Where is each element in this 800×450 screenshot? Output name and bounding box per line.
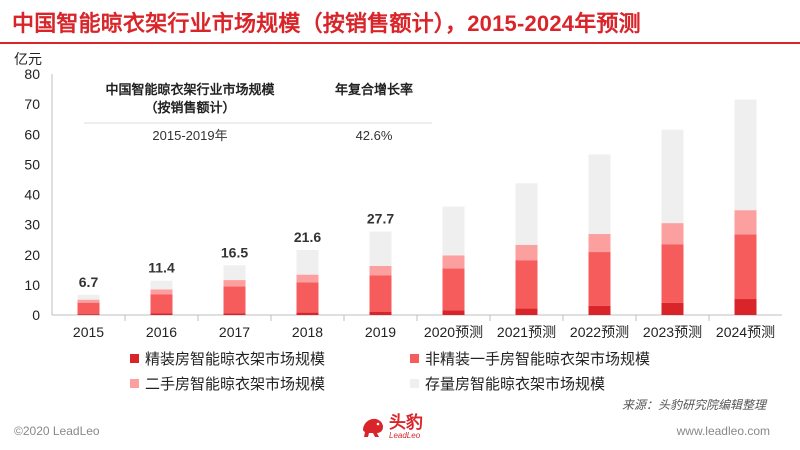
bar-segment-fitout bbox=[442, 310, 465, 315]
legend-label-existing: 存量房智能晾衣架市场规模 bbox=[425, 376, 606, 393]
bar-segment-fitout bbox=[661, 302, 684, 315]
x-tick-label: 2024预测 bbox=[716, 324, 775, 340]
x-tick-label: 2020预测 bbox=[424, 324, 483, 340]
bar-segment-existing bbox=[734, 99, 757, 211]
y-unit-label: 亿元 bbox=[14, 51, 42, 67]
copyright: ©2020 LeadLeo bbox=[14, 424, 100, 438]
bar-segment-secondhand bbox=[369, 265, 392, 276]
y-tick-label: 40 bbox=[24, 187, 40, 203]
x-tick-label: 2019 bbox=[365, 324, 396, 340]
legend-swatch-existing bbox=[410, 379, 419, 388]
bar-segment-new-nonfitout bbox=[442, 268, 465, 311]
bar-segment-fitout bbox=[369, 311, 392, 315]
y-tick-label: 70 bbox=[24, 96, 40, 112]
bar-segment-new-nonfitout bbox=[661, 244, 684, 303]
legend-item-secondhand: 二手房智能晾衣架市场规模 bbox=[130, 373, 325, 394]
title-underline bbox=[0, 42, 800, 44]
bar-segment-existing bbox=[369, 231, 392, 266]
x-tick-label: 2018 bbox=[292, 324, 323, 340]
logo-text-cn: 头豹 bbox=[389, 413, 423, 432]
bar-segment-new-nonfitout bbox=[77, 302, 100, 315]
y-tick-label: 10 bbox=[24, 277, 40, 293]
bar-segment-existing bbox=[296, 249, 319, 275]
bar-segment-secondhand bbox=[223, 280, 246, 287]
legend-swatch-fitout bbox=[130, 354, 139, 363]
y-tick-label: 60 bbox=[24, 126, 40, 142]
bar-segment-new-nonfitout bbox=[734, 234, 757, 300]
logo: 头豹 LeadLeo bbox=[360, 414, 423, 440]
source-note: 来源：头豹研究院编辑整理 bbox=[621, 398, 766, 412]
cagr-rate: 42.6% bbox=[356, 128, 393, 143]
bar-segment-new-nonfitout bbox=[223, 286, 246, 314]
x-tick-label: 2015 bbox=[73, 324, 104, 340]
bar-segment-fitout bbox=[296, 312, 319, 315]
legend-label-secondhand: 二手房智能晾衣架市场规模 bbox=[145, 376, 326, 393]
y-tick-label: 30 bbox=[24, 217, 40, 233]
bar-segment-existing bbox=[442, 206, 465, 256]
x-tick-label: 2021预测 bbox=[497, 324, 556, 340]
legend-item-existing: 存量房智能晾衣架市场规模 bbox=[410, 373, 605, 394]
bar-segment-existing bbox=[515, 183, 538, 245]
legend-item-new-nonfitout: 非精装一手房智能晾衣架市场规模 bbox=[410, 348, 650, 369]
bar-segment-secondhand bbox=[442, 255, 465, 269]
bar-segment-new-nonfitout bbox=[369, 275, 392, 312]
bar-segment-secondhand bbox=[150, 289, 173, 295]
bar-segment-fitout bbox=[77, 314, 100, 315]
legend-swatch-new-nonfitout bbox=[410, 354, 419, 363]
x-tick-label: 2023预测 bbox=[643, 324, 702, 340]
legend-item-fitout: 精装房智能晾衣架市场规模 bbox=[130, 348, 325, 369]
bar-segment-fitout bbox=[150, 313, 173, 315]
cagr-header-metric-line2: （按销售额计） bbox=[144, 100, 235, 115]
y-tick-label: 50 bbox=[24, 156, 40, 172]
bar-total-label: 21.6 bbox=[294, 229, 321, 245]
bar-total-label: 6.7 bbox=[79, 274, 99, 290]
bar-segment-existing bbox=[661, 129, 684, 224]
y-tick-label: 0 bbox=[32, 307, 40, 323]
bar-segment-existing bbox=[150, 280, 173, 290]
bar-total-label: 16.5 bbox=[221, 244, 248, 260]
bar-segment-secondhand bbox=[661, 223, 684, 245]
cagr-header-rate: 年复合增长率 bbox=[335, 82, 413, 97]
website: www.leadleo.com bbox=[676, 424, 770, 438]
bar-total-label: 27.7 bbox=[367, 211, 394, 227]
x-tick-label: 2022预测 bbox=[570, 324, 629, 340]
bar-segment-secondhand bbox=[296, 274, 319, 283]
bar-segment-new-nonfitout bbox=[588, 252, 611, 306]
cagr-header-metric-line1: 中国智能晾衣架行业市场规模 bbox=[105, 82, 275, 97]
legend-swatch-secondhand bbox=[130, 379, 139, 388]
bar-segment-fitout bbox=[734, 299, 757, 315]
bar-segment-existing bbox=[223, 265, 246, 281]
bar-segment-new-nonfitout bbox=[150, 294, 173, 314]
x-tick-label: 2016 bbox=[146, 324, 177, 340]
bar-segment-fitout bbox=[223, 313, 246, 315]
bar-segment-secondhand bbox=[734, 210, 757, 235]
y-tick-label: 80 bbox=[24, 66, 40, 82]
bar-segment-secondhand bbox=[515, 244, 538, 261]
bar-segment-fitout bbox=[588, 305, 611, 315]
bar-segment-existing bbox=[77, 294, 100, 300]
y-tick-label: 20 bbox=[24, 247, 40, 263]
bar-total-label: 11.4 bbox=[148, 260, 175, 276]
logo-text-en: LeadLeo bbox=[389, 431, 421, 440]
bar-segment-secondhand bbox=[588, 233, 611, 253]
legend-label-fitout: 精装房智能晾衣架市场规模 bbox=[145, 351, 326, 368]
leopard-icon bbox=[363, 418, 383, 437]
cagr-period: 2015-2019年 bbox=[152, 128, 227, 143]
bar-segment-new-nonfitout bbox=[296, 282, 319, 313]
x-tick-label: 2017 bbox=[219, 324, 250, 340]
legend-label-new-nonfitout: 非精装一手房智能晾衣架市场规模 bbox=[425, 351, 651, 368]
bar-segment-new-nonfitout bbox=[515, 260, 538, 309]
bar-segment-fitout bbox=[515, 308, 538, 315]
bar-segment-secondhand bbox=[77, 299, 100, 303]
chart-title: 中国智能晾衣架行业市场规模（按销售额计），2015-2024年预测 bbox=[12, 11, 641, 36]
bar-segment-existing bbox=[588, 154, 611, 234]
